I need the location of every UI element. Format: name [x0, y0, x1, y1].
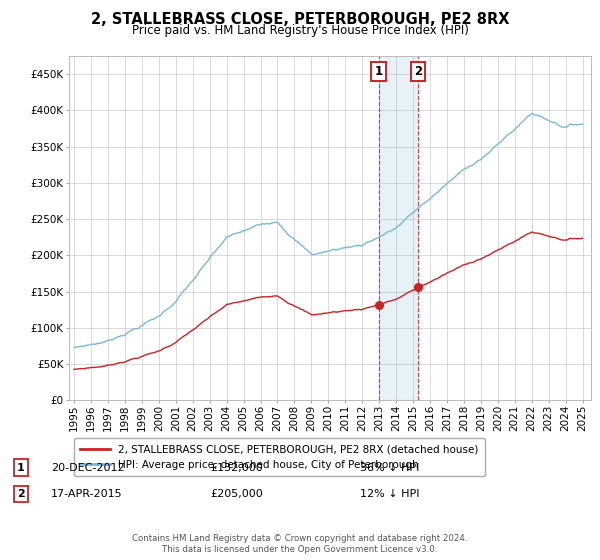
- Text: 2, STALLEBRASS CLOSE, PETERBOROUGH, PE2 8RX: 2, STALLEBRASS CLOSE, PETERBOROUGH, PE2 …: [91, 12, 509, 27]
- Text: 1: 1: [374, 65, 383, 78]
- Text: 1: 1: [17, 463, 25, 473]
- Bar: [379, 56, 418, 400]
- Text: 12% ↓ HPI: 12% ↓ HPI: [360, 489, 419, 499]
- Text: £205,000: £205,000: [210, 489, 263, 499]
- Text: Price paid vs. HM Land Registry's House Price Index (HPI): Price paid vs. HM Land Registry's House …: [131, 24, 469, 37]
- Legend: 2, STALLEBRASS CLOSE, PETERBOROUGH, PE2 8RX (detached house), HPI: Average price: 2, STALLEBRASS CLOSE, PETERBOROUGH, PE2 …: [74, 438, 485, 476]
- Text: £132,000: £132,000: [210, 463, 263, 473]
- Text: 17-APR-2015: 17-APR-2015: [51, 489, 122, 499]
- Text: 20-DEC-2012: 20-DEC-2012: [51, 463, 125, 473]
- Text: Contains HM Land Registry data © Crown copyright and database right 2024.
This d: Contains HM Land Registry data © Crown c…: [132, 534, 468, 554]
- Text: 2: 2: [414, 65, 422, 78]
- Text: 36% ↓ HPI: 36% ↓ HPI: [360, 463, 419, 473]
- Text: 2: 2: [17, 489, 25, 499]
